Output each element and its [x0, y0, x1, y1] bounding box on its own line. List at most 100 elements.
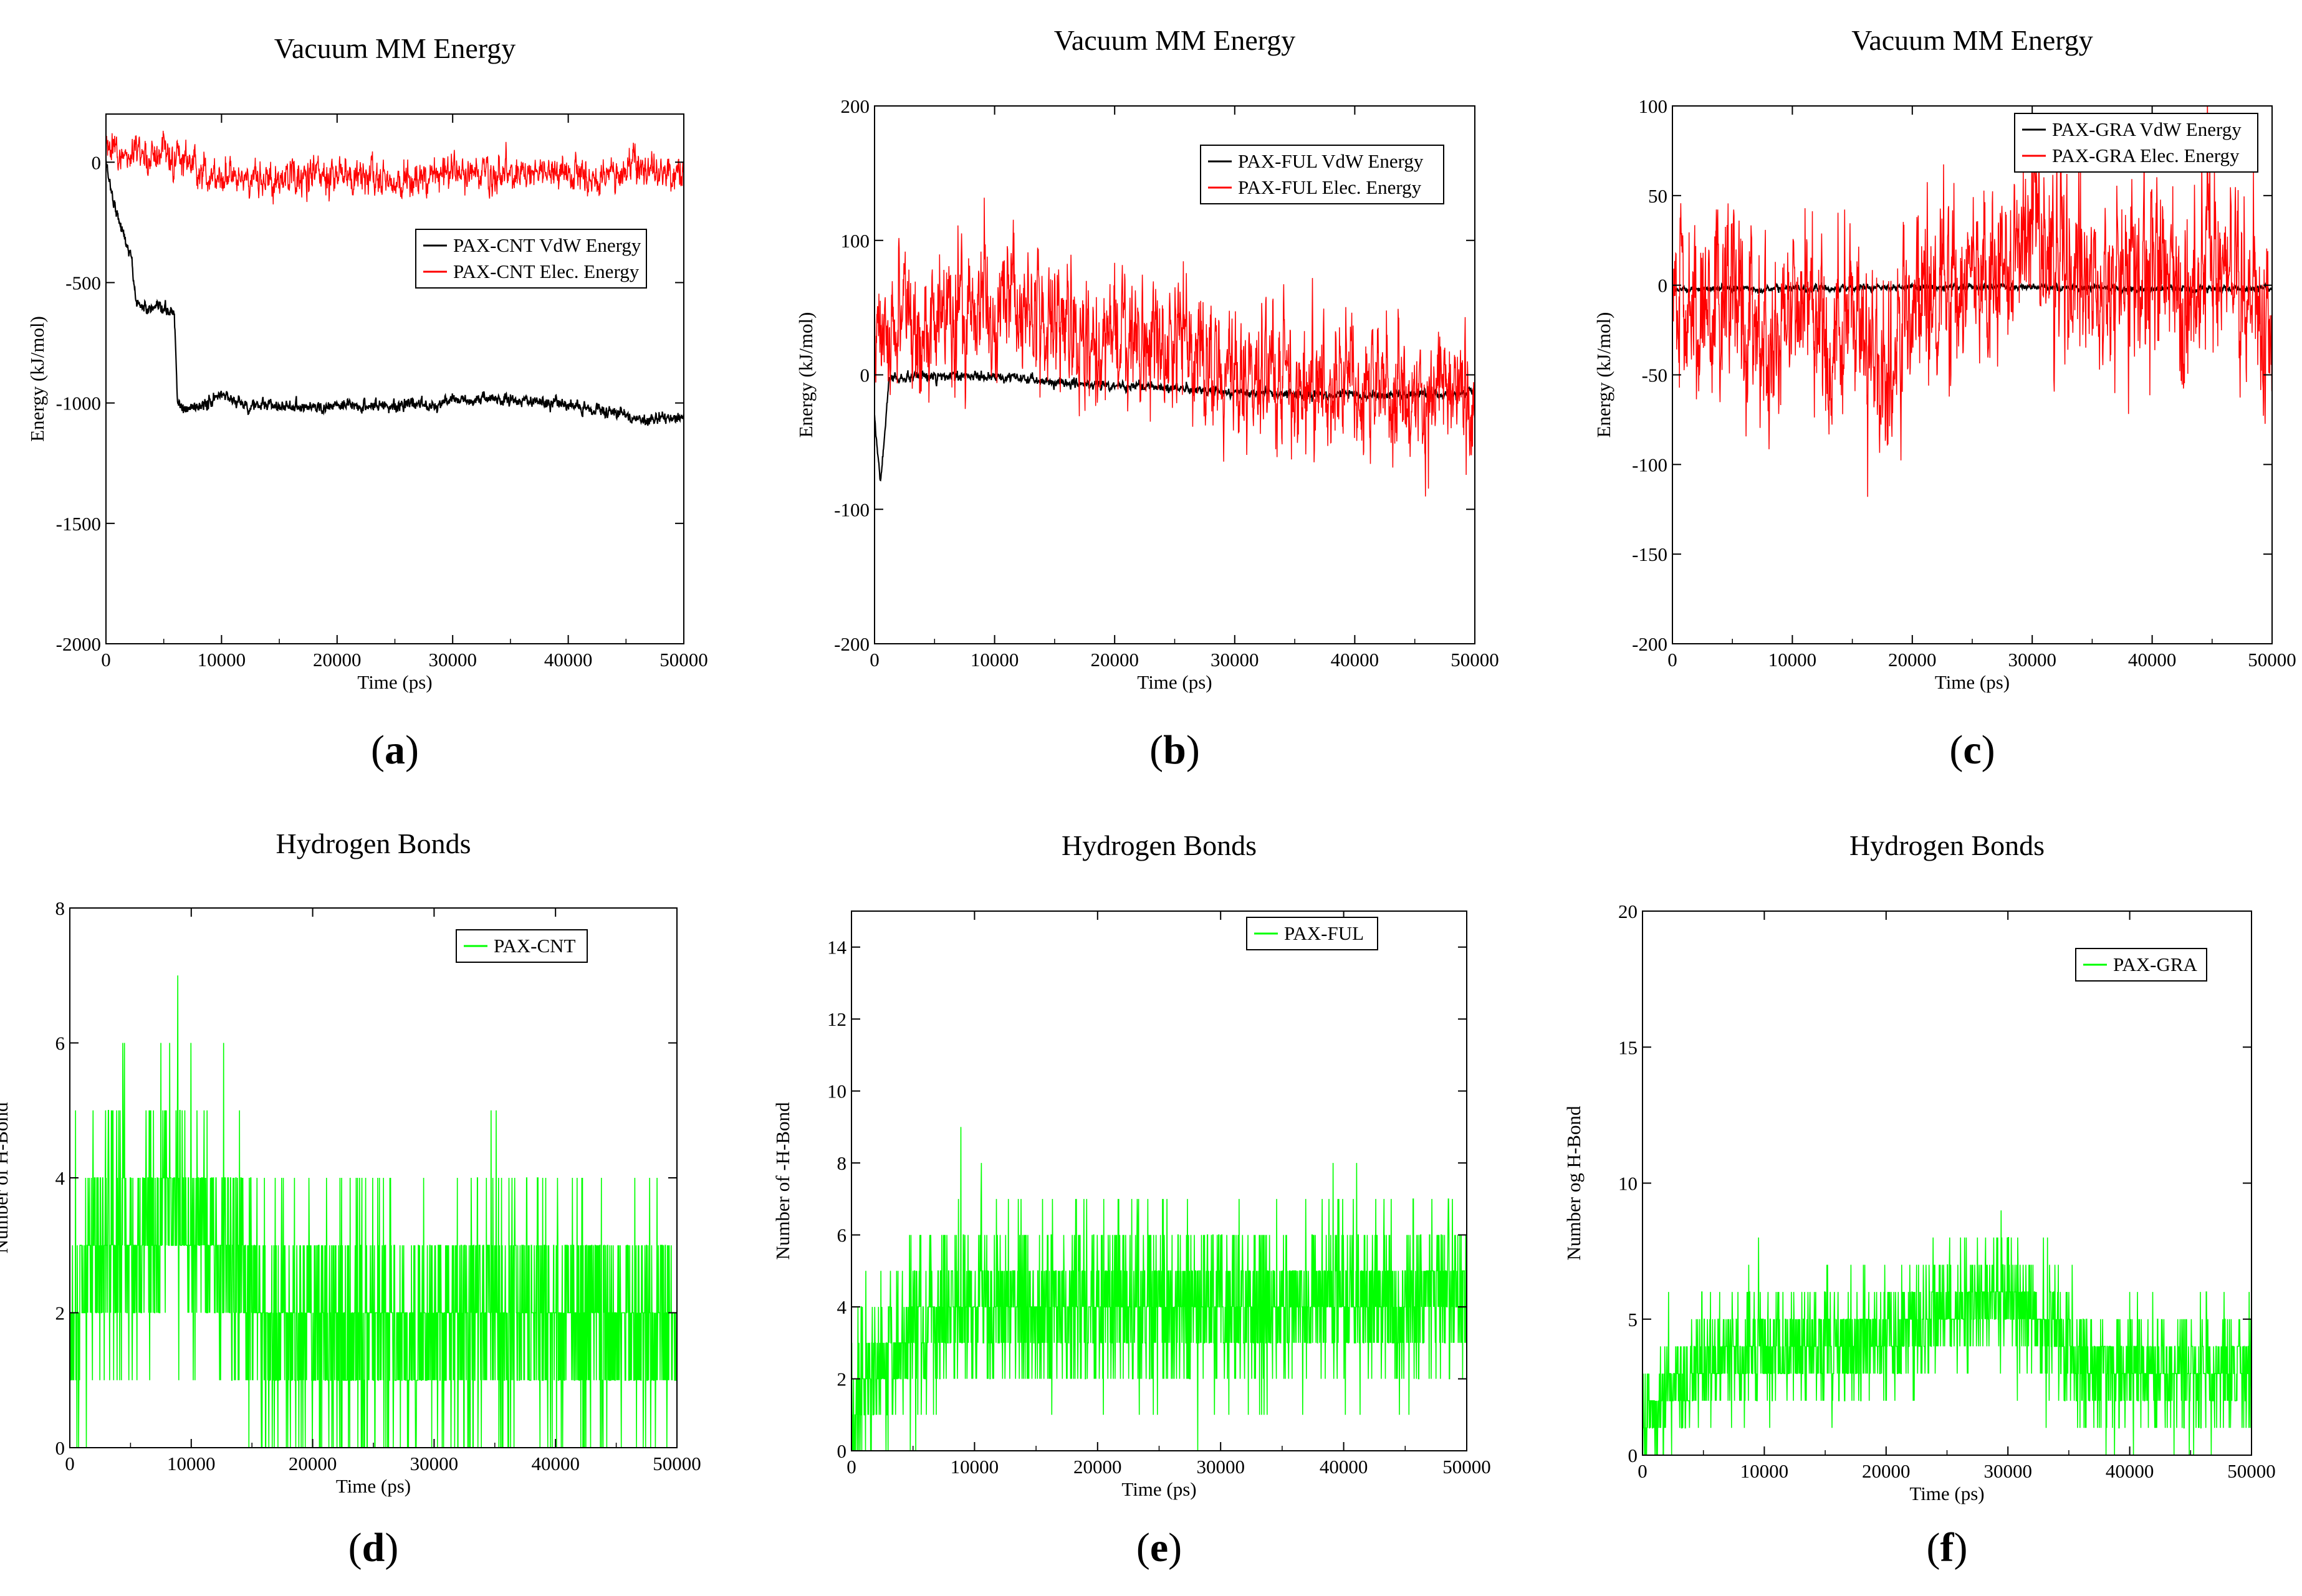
panel-letter: f	[1940, 1525, 1955, 1570]
y-tick-label: 5	[1628, 1309, 1638, 1331]
y-tick-label: -1500	[56, 513, 101, 535]
y-tick-label: 2	[837, 1369, 847, 1390]
y-tick-label: 6	[837, 1225, 847, 1246]
x-tick-label: 20000	[1073, 1456, 1122, 1478]
y-tick-label: 10	[1618, 1173, 1638, 1195]
series-group	[1643, 1210, 2252, 1455]
series-line-1	[875, 370, 1475, 482]
y-tick-label: 50	[1648, 185, 1667, 207]
x-tick-label: 30000	[1211, 649, 1259, 671]
legend-entry-1: PAX-FUL	[1284, 922, 1364, 944]
legend-box	[2014, 113, 2258, 173]
y-tick-label: -100	[1632, 454, 1667, 475]
y-tick-label: 0	[92, 151, 102, 173]
y-tick-label: -1000	[56, 393, 101, 414]
y-tick-label: 100	[841, 230, 870, 252]
legend: PAX-GRA	[2075, 948, 2207, 982]
y-axis-label: Energy (kJ/mol)	[795, 312, 817, 438]
x-tick-label: 40000	[1331, 649, 1379, 671]
x-tick-label: 40000	[2106, 1460, 2154, 1482]
panel-label: (d)	[348, 1525, 399, 1570]
x-tick-label: 0	[1638, 1460, 1647, 1482]
chart-title: Hydrogen Bonds	[1062, 829, 1257, 861]
y-tick-label: -200	[1632, 633, 1667, 655]
legend-box	[1200, 145, 1444, 204]
legend-entry-1: PAX-GRA VdW Energy	[2052, 118, 2242, 140]
series-line-2	[1672, 106, 2272, 497]
x-tick-label: 0	[101, 649, 111, 671]
legend-entry-2: PAX-GRA Elec. Energy	[2052, 145, 2240, 166]
x-axis-label: Time (ps)	[1121, 1478, 1196, 1500]
x-tick-label: 30000	[1983, 1460, 2032, 1482]
y-tick-label: -150	[1632, 543, 1667, 565]
series-line-1	[106, 160, 684, 426]
y-axis-label: Number of -H-Bond	[772, 1102, 794, 1260]
panel-d: Hydrogen Bonds 0 10000 20000 30000 40000 50000…	[0, 828, 701, 1570]
y-tick-label: -200	[834, 633, 870, 655]
x-tick-label: 40000	[531, 1453, 580, 1474]
x-tick-label: 0	[1667, 649, 1677, 671]
chart-title: Vacuum MM Energy	[1054, 24, 1296, 56]
legend-entry-1: PAX-FUL VdW Energy	[1238, 150, 1424, 172]
x-tick-label: 50000	[653, 1453, 701, 1474]
x-tick-label: 20000	[1888, 649, 1937, 671]
legend: PAX-CNT VdW Energy PAX-CNT Elec. Energy	[415, 229, 647, 289]
series-line-1	[70, 975, 677, 1448]
y-tick-label: -50	[1642, 365, 1667, 386]
x-tick-label: 40000	[1320, 1456, 1368, 1478]
panel-a: Vacuum MM Energy 0 10000 20000 30000 40000 500…	[26, 32, 708, 773]
x-tick-label: 20000	[1862, 1460, 1911, 1482]
y-tick-label: 14	[827, 937, 847, 958]
panel-label: (f)	[1927, 1525, 1968, 1570]
x-tick-label: 40000	[544, 649, 593, 671]
y-tick-label: 15	[1618, 1036, 1638, 1058]
panel-f: Hydrogen Bonds 0 10000 20000 30000 40000 50000…	[1563, 829, 2276, 1570]
y-axis-label: Number of H-Bond	[0, 1102, 12, 1253]
x-tick-label: 50000	[2248, 649, 2296, 671]
y-tick-label: 6	[55, 1033, 65, 1054]
panel-letter: b	[1163, 727, 1186, 773]
y-tick-label: -2000	[56, 633, 101, 655]
panel-letter: a	[385, 727, 405, 773]
y-tick-label: 200	[841, 95, 870, 117]
series-group	[1672, 106, 2272, 497]
panel-label: (a)	[371, 727, 419, 773]
y-tick-label: 8	[55, 897, 65, 919]
y-tick-label: 2	[55, 1302, 65, 1324]
legend-entry-1: PAX-CNT VdW Energy	[453, 234, 641, 256]
legend-entry-2: PAX-FUL Elec. Energy	[1238, 176, 1422, 198]
y-tick-label: 0	[1658, 275, 1668, 297]
x-tick-label: 0	[870, 649, 880, 671]
y-tick-label: 4	[55, 1167, 65, 1189]
x-axis-label: Time (ps)	[1909, 1483, 1984, 1504]
series-line-2	[875, 198, 1475, 497]
y-axis-label: Energy (kJ/mol)	[26, 316, 48, 442]
series-group	[875, 198, 1475, 497]
y-tick-label: 0	[1628, 1445, 1638, 1466]
x-axis-label: Time (ps)	[357, 671, 432, 693]
series-line-2	[106, 130, 684, 205]
panel-letter: e	[1150, 1525, 1168, 1570]
chart-title: Vacuum MM Energy	[1851, 24, 2093, 56]
x-axis-label: Time (ps)	[1137, 671, 1212, 693]
x-tick-label: 50000	[2227, 1460, 2276, 1482]
series-group	[106, 130, 684, 426]
x-tick-label: 10000	[167, 1453, 216, 1474]
y-tick-label: -500	[65, 272, 101, 294]
x-tick-label: 10000	[1740, 1460, 1789, 1482]
x-tick-label: 10000	[198, 649, 246, 671]
legend-box	[415, 229, 647, 289]
panel-label: (c)	[1949, 727, 1995, 773]
legend: PAX-GRA VdW Energy PAX-GRA Elec. Energy	[2014, 113, 2258, 173]
legend: PAX-FUL	[1246, 917, 1378, 950]
panel-b: Vacuum MM Energy 0 10000 20000 30000 40000 500…	[795, 24, 1499, 773]
x-tick-label: 0	[65, 1453, 75, 1474]
x-tick-label: 30000	[410, 1453, 459, 1474]
x-tick-label: 50000	[1442, 1456, 1491, 1478]
x-tick-label: 0	[846, 1456, 856, 1478]
legend-entry-1: PAX-CNT	[494, 935, 576, 957]
chart-title: Vacuum MM Energy	[274, 32, 516, 64]
y-axis-label: Number og H-Bond	[1563, 1106, 1585, 1260]
x-tick-label: 30000	[1196, 1456, 1245, 1478]
